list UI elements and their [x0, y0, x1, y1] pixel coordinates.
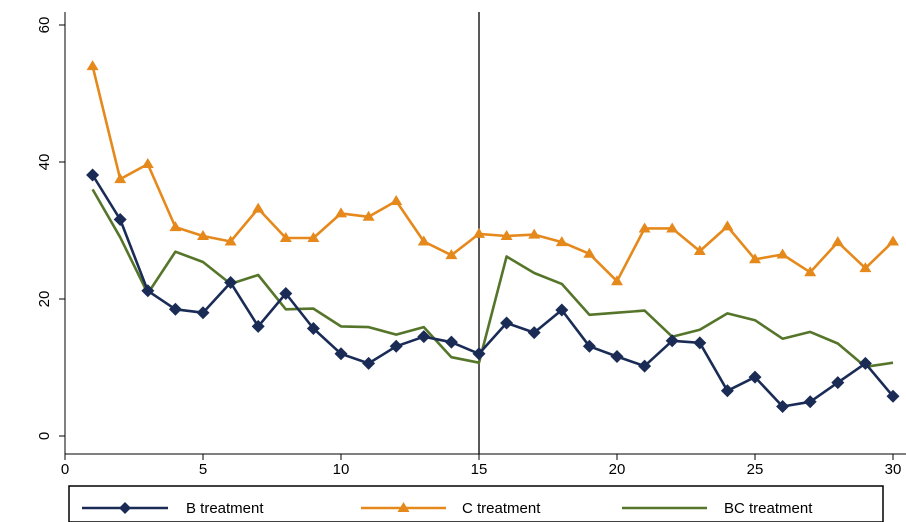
y-tick-label: 20 [36, 291, 53, 308]
b-treatment-point [527, 326, 541, 340]
b-treatment-point [417, 330, 431, 344]
c-treatment-point [169, 221, 182, 232]
b-treatment-point [858, 356, 872, 370]
c-treatment-point [887, 235, 899, 246]
c-treatment-point [141, 158, 154, 169]
legend-bc-treatment-label: BC treatment [724, 500, 813, 517]
y-tick-label: 0 [36, 432, 53, 440]
c-treatment-point [197, 229, 209, 240]
c-treatment-point [224, 235, 237, 246]
b-treatment-point [582, 339, 596, 353]
c-treatment-point [86, 60, 99, 71]
y-tick-label: 40 [36, 154, 53, 171]
y-tick-label: 60 [36, 17, 53, 34]
c-treatment-point [555, 236, 568, 247]
c-treatment-point [721, 220, 734, 231]
x-tick-label: 15 [471, 461, 488, 478]
b-treatment-point [610, 350, 624, 364]
c-treatment-point [500, 229, 513, 240]
legend-b-treatment-label: B treatment [186, 500, 264, 517]
legend-b-treatment-marker [119, 502, 131, 514]
c-treatment-point [417, 235, 430, 246]
c-treatment-point [776, 248, 789, 259]
b-treatment-point [500, 316, 514, 330]
c-treatment-point [611, 275, 623, 286]
b-treatment-point [196, 306, 210, 320]
b-treatment-point [362, 356, 376, 370]
b-treatment-point [638, 359, 652, 373]
x-tick-label: 0 [61, 461, 69, 478]
c-treatment-point [390, 195, 403, 206]
c-treatment-point [114, 173, 127, 184]
c-treatment-point [666, 222, 679, 233]
c-treatment-point [528, 228, 541, 239]
c-treatment-line [91, 65, 894, 283]
b-treatment-point [831, 376, 845, 390]
c-treatment-point [362, 210, 375, 221]
x-tick-label: 10 [333, 461, 350, 478]
b-treatment-point [224, 276, 238, 290]
b-treatment-point [886, 389, 900, 403]
c-treatment-point [252, 202, 265, 213]
c-treatment-point [445, 249, 458, 260]
b-treatment-point [389, 339, 403, 353]
b-treatment-point [803, 395, 817, 409]
b-treatment-point [472, 347, 486, 361]
b-treatment-point [279, 287, 293, 301]
legend-c-treatment-marker [397, 502, 410, 512]
b-treatment-point [306, 321, 320, 335]
b-treatment-point [86, 168, 100, 182]
c-treatment-point [804, 266, 817, 277]
c-treatment-point [583, 247, 596, 258]
legend-box [68, 485, 884, 522]
c-treatment-point [749, 253, 761, 264]
b-treatment-point [113, 213, 127, 227]
c-treatment-point [693, 245, 706, 256]
b-treatment-point [693, 336, 707, 350]
c-treatment-point [279, 232, 292, 243]
b-treatment-point [776, 400, 790, 414]
b-treatment-point [748, 370, 762, 384]
b-treatment-point [665, 334, 679, 348]
c-treatment-point [638, 222, 651, 233]
c-treatment-point [473, 227, 485, 238]
b-treatment-point [555, 303, 569, 317]
axes: 0 5 10 15 20 25 30 0 20 40 60 [36, 12, 906, 478]
b-treatment-point [444, 335, 458, 349]
series-group [86, 60, 900, 414]
x-tick-label: 25 [747, 461, 764, 478]
c-treatment-point [859, 262, 872, 273]
b-treatment-point [168, 302, 182, 316]
b-treatment-point [334, 347, 348, 361]
c-treatment-point [307, 232, 320, 243]
bc-treatment-line [91, 188, 894, 369]
b-treatment-line [91, 174, 894, 408]
b-treatment-point [720, 384, 734, 398]
c-treatment-point [335, 207, 347, 218]
x-tick-label: 30 [885, 461, 902, 478]
legend-c-treatment-label: C treatment [462, 500, 541, 517]
c-treatment-point [831, 236, 844, 247]
x-tick-label: 20 [609, 461, 626, 478]
legend: B treatment C treatment BC treatment [68, 485, 884, 522]
x-tick-label: 5 [199, 461, 207, 478]
b-treatment-point [141, 284, 155, 298]
b-treatment-point [251, 319, 265, 333]
